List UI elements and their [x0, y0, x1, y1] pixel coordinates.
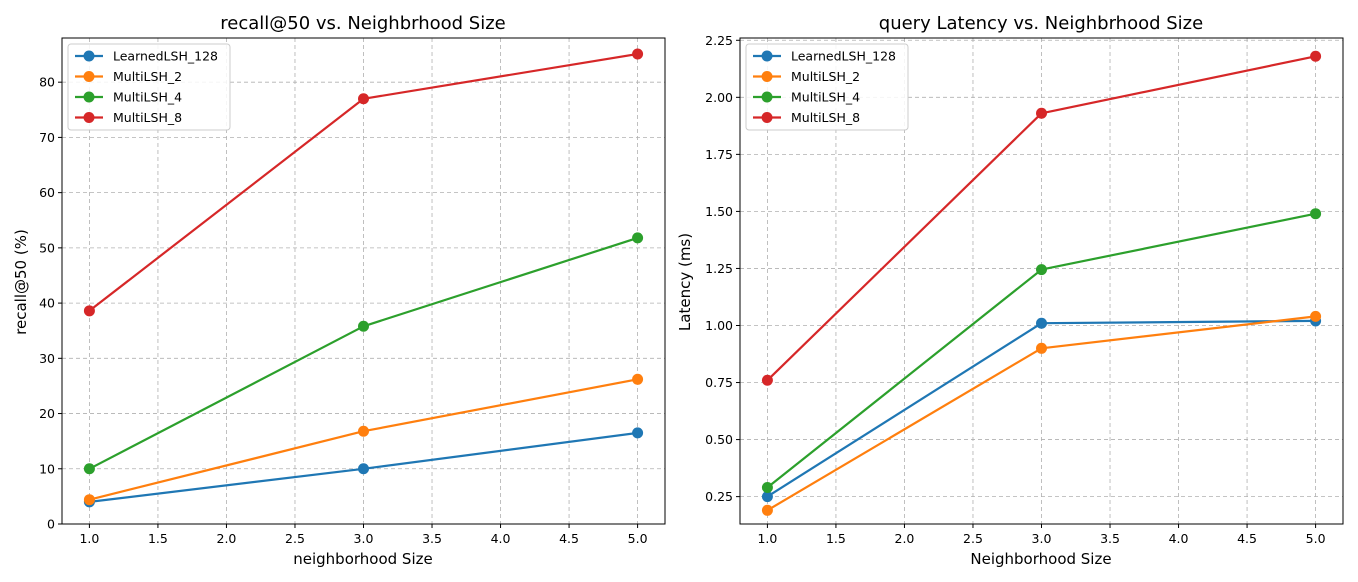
x-tick-label: 1.0: [757, 531, 777, 546]
data-point-MultiLSH_4: [1310, 208, 1322, 220]
data-point-MultiLSH_4: [83, 463, 95, 475]
data-point-LearnedLSH_128: [1036, 317, 1047, 329]
y-axis-label: recall@50 (%): [12, 229, 30, 335]
x-tick-label: 5.0: [1306, 531, 1326, 546]
data-point-MultiLSH_2: [761, 504, 773, 516]
y-tick-label: 1.75: [705, 147, 733, 162]
x-tick-label: 4.5: [559, 531, 579, 546]
legend-swatch-marker: [83, 91, 95, 103]
x-tick-label: 2.5: [963, 531, 983, 546]
recall-chart-panel: recall@50 vs. Neighbrhood Size neighborh…: [12, 13, 666, 568]
legend-label: LearnedLSH_128: [113, 49, 218, 64]
y-tick-label: 2.00: [705, 90, 733, 105]
y-tick-label: 70: [39, 130, 55, 145]
data-point-MultiLSH_2: [358, 425, 369, 437]
legend-label: MultiLSH_4: [791, 90, 860, 105]
legend-swatch-marker: [83, 50, 95, 62]
x-tick-label: 2.0: [217, 531, 237, 546]
data-point-MultiLSH_2: [1036, 342, 1047, 354]
data-point-MultiLSH_4: [632, 232, 644, 244]
data-point-LearnedLSH_128: [632, 427, 644, 439]
legend-box: [67, 43, 231, 131]
x-tick-label: 2.5: [285, 531, 305, 546]
x-axis-label: neighborhood Size: [293, 550, 432, 568]
x-tick-label: 1.0: [79, 531, 99, 546]
x-tick-label: 4.0: [1169, 531, 1189, 546]
legend-swatch-marker: [761, 50, 773, 62]
x-tick-label: 4.0: [491, 531, 511, 546]
x-tick-label: 3.5: [1100, 531, 1120, 546]
y-tick-label: 20: [39, 406, 55, 421]
y-tick-label: 2.25: [705, 33, 733, 48]
y-tick-label: 60: [39, 185, 55, 200]
data-point-MultiLSH_2: [632, 373, 644, 385]
data-point-MultiLSH_2: [1310, 310, 1322, 322]
y-tick-label: 0.50: [705, 432, 733, 447]
data-point-LearnedLSH_128: [761, 491, 773, 503]
y-tick-label: 50: [39, 240, 55, 255]
data-point-MultiLSH_8: [1036, 107, 1047, 119]
x-tick-label: 3.0: [354, 531, 374, 546]
y-tick-label: 1.50: [705, 204, 733, 219]
legend-swatch-marker: [761, 91, 773, 103]
x-tick-label: 2.0: [895, 531, 915, 546]
plot-frame: [61, 37, 666, 525]
data-point-MultiLSH_8: [83, 305, 95, 317]
latency-chart-panel: query Latency vs. Neighbrhood Size Neigh…: [676, 13, 1344, 568]
data-point-MultiLSH_2: [83, 494, 95, 506]
y-tick-label: 10: [39, 461, 55, 476]
data-point-MultiLSH_4: [358, 320, 369, 332]
x-tick-label: 3.5: [422, 531, 442, 546]
plot-frame: [739, 37, 1344, 525]
chart-title: recall@50 vs. Neighbrhood Size: [220, 13, 506, 34]
x-tick-label: 5.0: [628, 531, 648, 546]
data-point-MultiLSH_8: [1310, 50, 1322, 62]
legend-swatch-marker: [83, 112, 95, 123]
data-point-MultiLSH_8: [632, 48, 644, 60]
legend-label: MultiLSH_2: [113, 69, 182, 84]
data-point-MultiLSH_8: [761, 374, 773, 386]
data-point-MultiLSH_4: [1036, 264, 1047, 276]
x-tick-label: 4.5: [1237, 531, 1257, 546]
y-tick-label: 0.75: [705, 375, 733, 390]
x-tick-label: 1.5: [148, 531, 168, 546]
y-tick-label: 1.00: [705, 318, 733, 333]
x-tick-label: 1.5: [826, 531, 846, 546]
data-point-MultiLSH_8: [358, 93, 369, 105]
y-tick-label: 0: [47, 517, 55, 532]
y-tick-label: 40: [39, 296, 55, 311]
data-point-LearnedLSH_128: [358, 463, 369, 475]
legend-swatch-marker: [83, 71, 95, 82]
legend-label: LearnedLSH_128: [791, 49, 896, 64]
legend-box: [745, 43, 909, 131]
x-tick-label: 3.0: [1032, 531, 1052, 546]
x-axis-label: Neighborhood Size: [970, 550, 1111, 568]
legend-swatch-marker: [761, 112, 773, 123]
legend-label: MultiLSH_4: [113, 90, 182, 105]
legend-swatch-marker: [761, 71, 773, 82]
data-point-MultiLSH_4: [761, 481, 773, 493]
y-tick-label: 1.25: [705, 261, 733, 276]
y-tick-label: 0.25: [705, 489, 733, 504]
chart-title: query Latency vs. Neighbrhood Size: [879, 13, 1203, 34]
legend-label: MultiLSH_8: [791, 110, 860, 125]
y-tick-label: 30: [39, 351, 55, 366]
y-tick-label: 80: [39, 75, 55, 90]
legend-label: MultiLSH_8: [113, 110, 182, 125]
legend-label: MultiLSH_2: [791, 69, 860, 84]
y-axis-label: Latency (ms): [676, 233, 694, 331]
